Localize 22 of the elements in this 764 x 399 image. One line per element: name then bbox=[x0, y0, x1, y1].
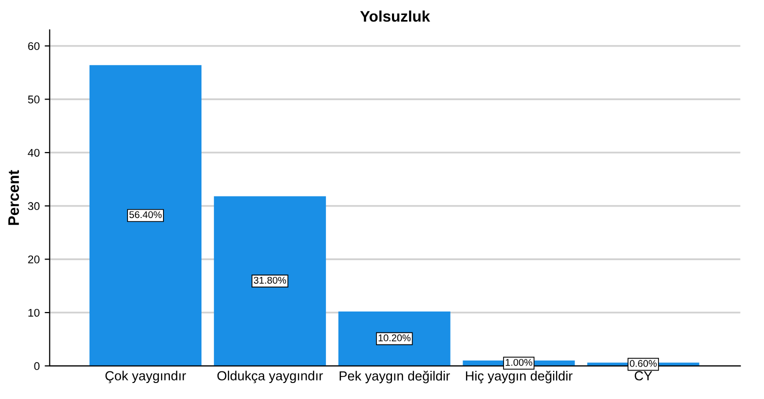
y-tick-label: 20 bbox=[28, 255, 40, 264]
chart-title: Yolsuzluk bbox=[360, 10, 430, 22]
data-label: 31.80% bbox=[254, 276, 286, 284]
y-tick-label: 60 bbox=[28, 42, 40, 50]
x-tick-label: Pek yaygın değildir bbox=[340, 370, 450, 384]
x-tick-label: Oldukça yaygındır bbox=[217, 370, 323, 384]
y-tick-label: 40 bbox=[28, 148, 40, 157]
data-label: 10.20% bbox=[378, 334, 411, 342]
x-tick-label: CY bbox=[634, 371, 652, 380]
data-label: 1.00% bbox=[506, 358, 532, 366]
y-tick-label: 30 bbox=[28, 202, 40, 210]
y-tick-label: 0 bbox=[34, 362, 40, 370]
y-tick-label: 50 bbox=[28, 96, 40, 104]
y-tick-label: 10 bbox=[28, 308, 40, 317]
bar bbox=[214, 196, 326, 366]
x-tick-label: Çok yaygındır bbox=[105, 370, 186, 384]
x-tick-label: Hiç yaygın değildir bbox=[466, 370, 572, 384]
data-label: 0.60% bbox=[630, 360, 657, 367]
data-label: 56.40% bbox=[129, 211, 162, 218]
y-axis-title: Percent bbox=[8, 170, 20, 225]
bar bbox=[338, 311, 450, 366]
bar bbox=[89, 65, 202, 366]
